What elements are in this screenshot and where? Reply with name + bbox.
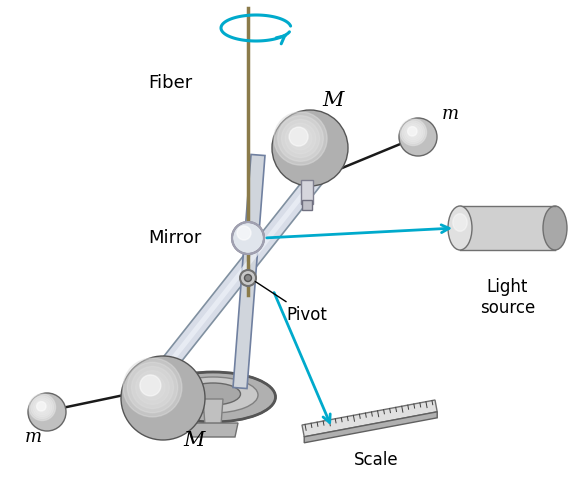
Circle shape xyxy=(136,371,169,404)
Circle shape xyxy=(35,400,50,415)
Circle shape xyxy=(244,275,251,282)
Circle shape xyxy=(33,398,52,417)
Bar xyxy=(302,200,312,210)
Circle shape xyxy=(36,401,46,411)
Circle shape xyxy=(286,123,316,154)
Circle shape xyxy=(29,394,55,420)
Ellipse shape xyxy=(543,206,567,250)
Circle shape xyxy=(272,110,348,186)
Circle shape xyxy=(36,401,48,413)
Polygon shape xyxy=(188,423,238,437)
Circle shape xyxy=(127,362,177,413)
Circle shape xyxy=(237,226,251,240)
Bar xyxy=(460,206,555,250)
Circle shape xyxy=(402,121,425,144)
Text: Scale: Scale xyxy=(354,451,399,469)
Circle shape xyxy=(406,125,421,140)
Text: Pivot: Pivot xyxy=(255,282,327,324)
Circle shape xyxy=(400,119,427,146)
Ellipse shape xyxy=(448,206,472,250)
Ellipse shape xyxy=(186,383,240,405)
Circle shape xyxy=(281,120,320,157)
Text: Mirror: Mirror xyxy=(148,229,201,247)
Circle shape xyxy=(240,270,256,286)
Ellipse shape xyxy=(453,214,467,231)
Circle shape xyxy=(407,127,419,138)
Text: m: m xyxy=(25,428,42,446)
Circle shape xyxy=(140,375,161,396)
Ellipse shape xyxy=(168,377,258,413)
Circle shape xyxy=(232,222,264,254)
Circle shape xyxy=(289,127,312,150)
Bar xyxy=(301,180,313,204)
Circle shape xyxy=(121,356,205,440)
Polygon shape xyxy=(146,148,340,392)
Polygon shape xyxy=(302,400,437,437)
Text: M: M xyxy=(183,431,205,450)
Circle shape xyxy=(404,123,423,142)
Circle shape xyxy=(123,358,182,417)
Ellipse shape xyxy=(150,372,276,422)
Circle shape xyxy=(28,393,66,431)
Text: Fiber: Fiber xyxy=(148,74,192,92)
Circle shape xyxy=(277,116,323,161)
Polygon shape xyxy=(233,154,265,389)
Polygon shape xyxy=(304,412,437,443)
Circle shape xyxy=(289,127,308,146)
Circle shape xyxy=(399,118,437,156)
Polygon shape xyxy=(142,145,344,395)
Circle shape xyxy=(31,396,54,419)
Circle shape xyxy=(274,112,327,165)
Text: m: m xyxy=(442,105,459,123)
Text: M: M xyxy=(322,91,343,110)
Circle shape xyxy=(140,375,165,400)
Circle shape xyxy=(407,127,417,136)
Circle shape xyxy=(132,367,173,408)
Polygon shape xyxy=(203,399,223,425)
Text: Light
source: Light source xyxy=(480,278,535,317)
